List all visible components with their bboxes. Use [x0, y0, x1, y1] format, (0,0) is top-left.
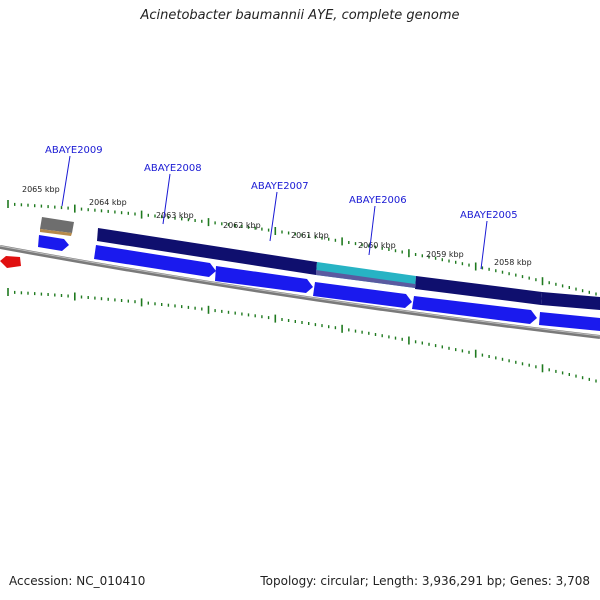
gene-labels: ABAYE2009 ABAYE2008 ABAYE2007 ABAYE2006 …	[45, 145, 518, 270]
gene-label-abaye2008: ABAYE2008	[144, 163, 202, 174]
kbp-label: 2065 kbp	[22, 185, 60, 194]
leader-line-abaye2009	[61, 155, 71, 207]
kbp-label: 2059 kbp	[426, 250, 464, 259]
red-feature-arrow	[0, 256, 21, 268]
kbp-label: 2058 kbp	[494, 258, 532, 267]
gene-label-abaye2005: ABAYE2005	[460, 210, 518, 221]
cds-arrow-abaye2005	[412, 296, 537, 324]
kbp-label: 2061 kbp	[291, 231, 329, 240]
kbp-label: 2060 kbp	[358, 241, 396, 250]
cds-arrow-abaye2009	[38, 235, 69, 251]
gene-label-abaye2006: ABAYE2006	[349, 195, 407, 206]
cds-arrow-abaye2006	[313, 282, 412, 308]
accession-label: Accession: NC_010410	[9, 574, 146, 588]
genome-backbone-highlight	[0, 245, 600, 337]
gene-label-abaye2007: ABAYE2007	[251, 181, 309, 192]
leader-line-abaye2008	[162, 173, 171, 225]
gene-bar-abaye2005	[415, 276, 542, 305]
scale-ticks-inner	[7, 288, 597, 383]
genome-backbone	[0, 245, 600, 339]
kbp-label: 2062 kbp	[223, 221, 261, 230]
kbp-labels: 2065 kbp 2064 kbp 2063 kbp 2062 kbp 2061…	[22, 185, 532, 267]
gene-bar-abaye2009-shadow	[40, 229, 72, 236]
leader-line-abaye2007	[269, 191, 278, 242]
gene-bar-abaye2006-inner	[316, 270, 415, 288]
scale-ticks-outer	[7, 200, 597, 296]
gene-bar-abaye2008-2007	[97, 228, 317, 275]
map-title: Acinetobacter baumannii AYE, complete ge…	[140, 8, 460, 23]
cds-arrow-next	[539, 312, 600, 331]
topology-label: Topology: circular; Length: 3,936,291 bp…	[260, 574, 590, 588]
kbp-label: 2063 kbp	[156, 211, 194, 220]
cds-track	[38, 235, 600, 331]
cds-arrow-abaye2008	[94, 245, 216, 277]
kbp-label: 2064 kbp	[89, 198, 127, 207]
leader-line-abaye2006	[368, 205, 376, 256]
leader-line-abaye2005	[480, 220, 488, 270]
gene-bar-abaye2009	[40, 217, 74, 233]
gene-track	[40, 217, 600, 310]
cds-arrow-abaye2007	[215, 266, 313, 293]
gene-bar-next	[541, 292, 600, 310]
gene-label-abaye2009: ABAYE2009	[45, 145, 103, 156]
